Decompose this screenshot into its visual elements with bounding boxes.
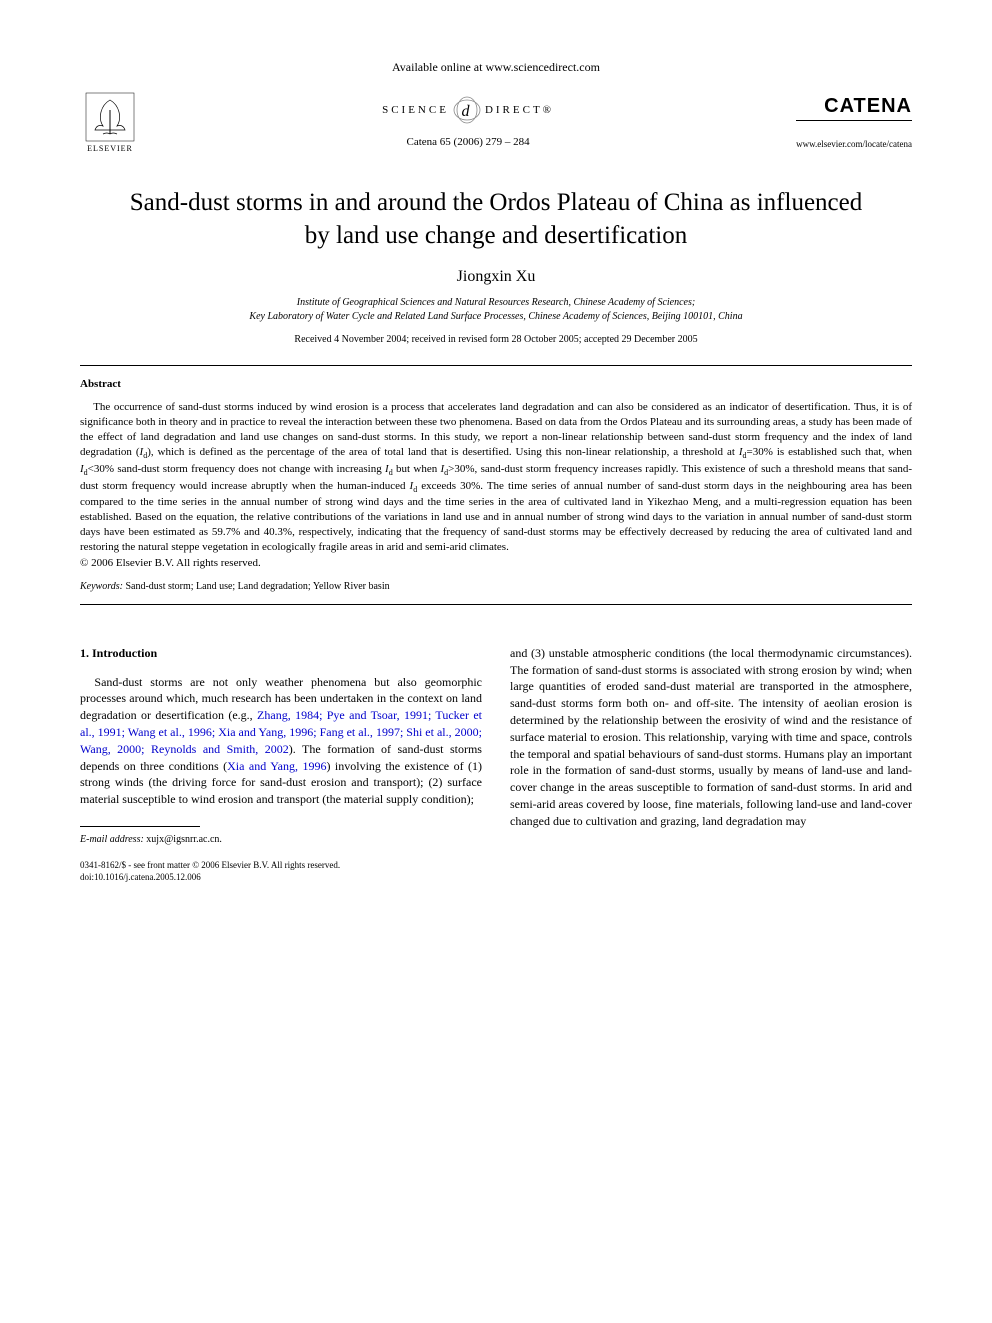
affiliation-line1: Institute of Geographical Sciences and N… <box>297 297 695 308</box>
svg-text:d: d <box>461 103 472 120</box>
sd-at-icon: d <box>453 96 481 124</box>
separator-bottom <box>80 604 912 605</box>
abstract-text-3: =30% is established such that, when <box>747 446 912 458</box>
elsevier-logo: ELSEVIER <box>80 87 140 157</box>
keywords-label: Keywords: <box>80 581 123 592</box>
email-label: E-mail address: <box>80 834 144 845</box>
abstract-body: The occurrence of sand-dust storms induc… <box>80 400 912 555</box>
column-left: 1. Introduction Sand-dust storms are not… <box>80 645 482 884</box>
abstract-text-4: <30% sand-dust storm frequency does not … <box>88 463 385 475</box>
header-row: ELSEVIER SCIENCE d DIRECT® Catena 65 (20… <box>80 87 912 157</box>
sciencedirect-logo: SCIENCE d DIRECT® <box>382 96 554 124</box>
separator-top <box>80 365 912 366</box>
doi-line: doi:10.1016/j.catena.2005.12.006 <box>80 872 201 882</box>
journal-underline <box>796 120 912 121</box>
author-name: Jiongxin Xu <box>80 268 912 286</box>
sd-left: SCIENCE <box>382 104 449 116</box>
affiliation: Institute of Geographical Sciences and N… <box>80 296 912 324</box>
journal-logo-block: CATENA www.elsevier.com/locate/catena <box>796 95 912 149</box>
bottom-info: 0341-8162/$ - see front matter © 2006 El… <box>80 860 482 883</box>
footnote-email: E-mail address: xujx@igsnrr.ac.cn. <box>80 833 482 846</box>
article-dates: Received 4 November 2004; received in re… <box>80 334 912 345</box>
keywords-text: Sand-dust storm; Land use; Land degradat… <box>123 581 390 592</box>
abstract-text-2: ), which is defined as the percentage of… <box>147 446 739 458</box>
body-columns: 1. Introduction Sand-dust storms are not… <box>80 645 912 884</box>
elsevier-tree-icon <box>85 92 135 142</box>
intro-paragraph: Sand-dust storms are not only weather ph… <box>80 674 482 808</box>
header-center: SCIENCE d DIRECT® Catena 65 (2006) 279 –… <box>140 96 796 148</box>
intro-continuation: and (3) unstable atmospheric conditions … <box>510 645 912 830</box>
column-right: and (3) unstable atmospheric conditions … <box>510 645 912 884</box>
affiliation-line2: Key Laboratory of Water Cycle and Relate… <box>249 311 742 322</box>
sd-right: DIRECT® <box>485 104 554 116</box>
elsevier-label: ELSEVIER <box>87 144 133 153</box>
email-address: xujx@igsnrr.ac.cn. <box>144 834 222 845</box>
keywords-line: Keywords: Sand-dust storm; Land use; Lan… <box>80 581 912 592</box>
citation-text: Catena 65 (2006) 279 – 284 <box>140 136 796 148</box>
article-title: Sand-dust storms in and around the Ordos… <box>120 187 872 252</box>
abstract-text-5: but when <box>393 463 441 475</box>
citation-link-2[interactable]: Xia and Yang, 1996 <box>227 759 326 773</box>
abstract-copyright: © 2006 Elsevier B.V. All rights reserved… <box>80 557 912 569</box>
abstract-heading: Abstract <box>80 378 912 390</box>
journal-name: CATENA <box>796 95 912 118</box>
footnote-separator <box>80 826 200 827</box>
journal-url: www.elsevier.com/locate/catena <box>796 139 912 149</box>
issn-line: 0341-8162/$ - see front matter © 2006 El… <box>80 860 340 870</box>
available-online-text: Available online at www.sciencedirect.co… <box>80 60 912 75</box>
section-1-heading: 1. Introduction <box>80 645 482 662</box>
